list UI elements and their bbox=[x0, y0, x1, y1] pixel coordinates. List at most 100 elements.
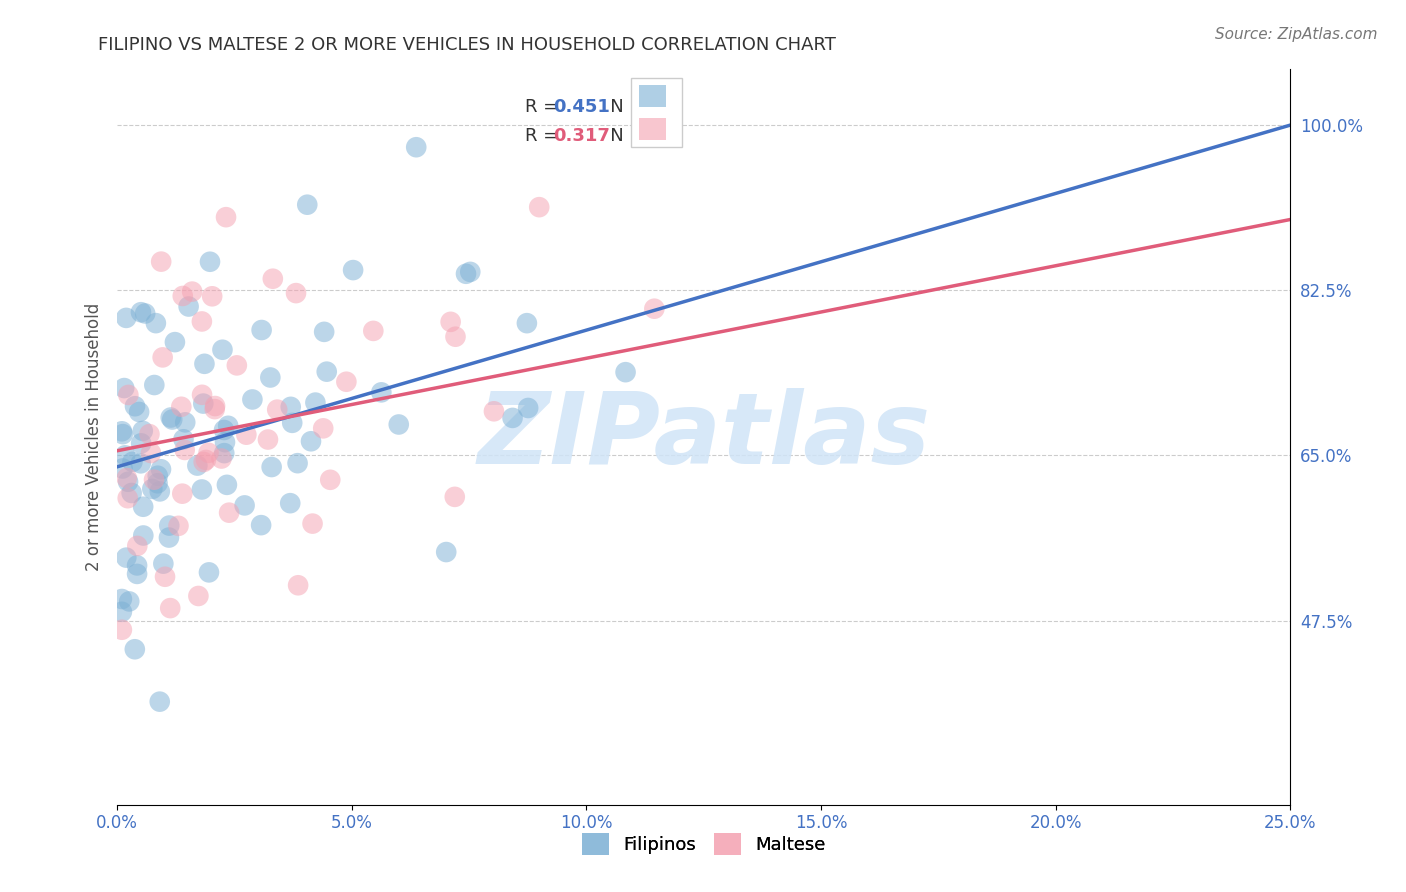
Point bbox=[444, 329, 467, 343]
Point bbox=[117, 475, 139, 489]
Point bbox=[153, 570, 176, 584]
Point bbox=[287, 456, 309, 470]
Point bbox=[143, 378, 166, 392]
Point bbox=[177, 300, 200, 314]
Point bbox=[134, 306, 156, 320]
Point bbox=[250, 323, 273, 337]
Point bbox=[388, 417, 411, 432]
Point bbox=[214, 435, 236, 450]
Point bbox=[159, 601, 181, 615]
Point bbox=[129, 456, 152, 470]
Point bbox=[172, 289, 194, 303]
Point bbox=[125, 566, 148, 581]
Text: ZIPatlas: ZIPatlas bbox=[477, 388, 931, 485]
Point bbox=[217, 418, 239, 433]
Point bbox=[117, 491, 139, 506]
Point bbox=[259, 370, 281, 384]
Text: 0.317: 0.317 bbox=[554, 128, 610, 145]
Point bbox=[443, 490, 465, 504]
Text: R =: R = bbox=[526, 128, 564, 145]
Point bbox=[114, 448, 136, 462]
Point bbox=[502, 410, 524, 425]
Point bbox=[121, 486, 143, 500]
Point bbox=[181, 285, 204, 299]
Point bbox=[111, 592, 134, 607]
Point bbox=[440, 315, 463, 329]
Point bbox=[643, 301, 665, 316]
Point bbox=[287, 578, 309, 592]
Point bbox=[111, 427, 134, 442]
Text: Source: ZipAtlas.com: Source: ZipAtlas.com bbox=[1215, 27, 1378, 42]
Point bbox=[405, 140, 427, 154]
Point bbox=[517, 401, 540, 415]
Point bbox=[173, 442, 195, 457]
Point bbox=[157, 518, 180, 533]
Point bbox=[193, 396, 215, 410]
Point bbox=[278, 496, 301, 510]
Point bbox=[118, 594, 141, 608]
Point bbox=[257, 433, 280, 447]
Point bbox=[160, 412, 183, 426]
Point bbox=[150, 462, 173, 476]
Point bbox=[115, 550, 138, 565]
Point bbox=[214, 446, 236, 460]
Point bbox=[218, 506, 240, 520]
Point bbox=[335, 375, 357, 389]
Point bbox=[211, 451, 233, 466]
Point bbox=[146, 476, 169, 491]
Point bbox=[159, 410, 181, 425]
Point bbox=[170, 400, 193, 414]
Point bbox=[319, 473, 342, 487]
Point bbox=[139, 446, 162, 460]
Point bbox=[250, 518, 273, 533]
Point bbox=[266, 402, 288, 417]
Point bbox=[127, 539, 149, 553]
Point bbox=[342, 263, 364, 277]
Legend: Filipinos, Maltese: Filipinos, Maltese bbox=[574, 825, 832, 862]
Point bbox=[111, 461, 134, 475]
Point bbox=[299, 434, 322, 449]
Point bbox=[281, 416, 304, 430]
Point bbox=[186, 458, 208, 473]
Text: 80: 80 bbox=[631, 98, 657, 116]
Point bbox=[370, 385, 392, 400]
Point bbox=[314, 325, 336, 339]
Point bbox=[242, 392, 264, 407]
Point bbox=[124, 399, 146, 413]
Point bbox=[163, 335, 186, 350]
Point bbox=[187, 589, 209, 603]
Point bbox=[204, 402, 226, 417]
Text: N =: N = bbox=[593, 98, 651, 116]
Point bbox=[132, 528, 155, 542]
Point bbox=[516, 316, 538, 330]
Point bbox=[280, 400, 302, 414]
Point bbox=[297, 197, 319, 211]
Point bbox=[458, 265, 481, 279]
Text: 0.451: 0.451 bbox=[554, 98, 610, 116]
Point bbox=[198, 566, 221, 580]
Point bbox=[138, 427, 160, 442]
Point bbox=[301, 516, 323, 531]
Point bbox=[174, 415, 197, 429]
Point bbox=[212, 423, 235, 437]
Point bbox=[143, 473, 166, 487]
Point bbox=[157, 531, 180, 545]
Point bbox=[262, 271, 284, 285]
Point bbox=[197, 446, 219, 460]
Point bbox=[191, 388, 214, 402]
Point bbox=[145, 316, 167, 330]
Point bbox=[204, 399, 226, 413]
Point bbox=[172, 486, 194, 500]
Point bbox=[225, 359, 247, 373]
Point bbox=[128, 405, 150, 419]
Point bbox=[201, 289, 224, 303]
Point bbox=[614, 365, 637, 379]
Point bbox=[482, 404, 505, 418]
Point bbox=[233, 499, 256, 513]
Point bbox=[312, 421, 335, 435]
Point bbox=[129, 305, 152, 319]
Point bbox=[127, 558, 149, 573]
Point bbox=[304, 395, 326, 409]
Point bbox=[194, 453, 217, 467]
Point bbox=[193, 455, 215, 469]
